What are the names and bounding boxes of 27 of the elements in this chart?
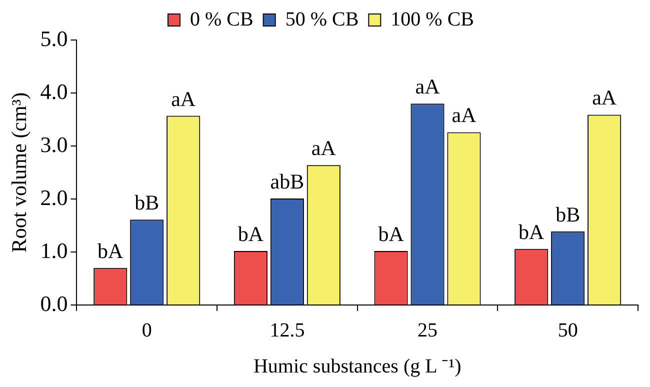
x-axis-title: Humic substances (g L ⁻¹): [253, 355, 462, 378]
y-tick-label: 5.0: [40, 26, 68, 51]
data-label: abB: [270, 169, 304, 194]
data-label: bA: [98, 238, 124, 263]
legend-label: 0 % CB: [190, 8, 254, 30]
data-label: bA: [518, 220, 546, 244]
x-tick-label: 12.5: [270, 319, 305, 342]
data-label: bB: [134, 190, 160, 215]
data-label: aA: [415, 74, 441, 99]
legend-label: 100 % CB: [390, 8, 474, 30]
y-tick-label: 2.0: [40, 184, 68, 210]
data-label: aA: [452, 103, 478, 128]
y-tick-label: 4.0: [40, 78, 68, 104]
data-label: bB: [556, 202, 580, 226]
y-axis-title: Root volume (cm³): [7, 92, 32, 253]
y-tick-label: 0.0: [40, 290, 68, 316]
data-label: bA: [378, 222, 405, 246]
x-tick-label: 25: [418, 319, 438, 342]
y-tick-label: 3.0: [40, 132, 68, 157]
data-label: aA: [171, 86, 196, 111]
x-tick-label: 50: [558, 319, 578, 342]
legend-label: 50 % CB: [285, 8, 359, 30]
y-tick-label: 1.0: [40, 238, 68, 263]
data-label: aA: [311, 136, 337, 160]
x-tick-label: 0: [142, 319, 152, 342]
data-label: aA: [592, 86, 618, 110]
data-label: bA: [238, 222, 264, 246]
